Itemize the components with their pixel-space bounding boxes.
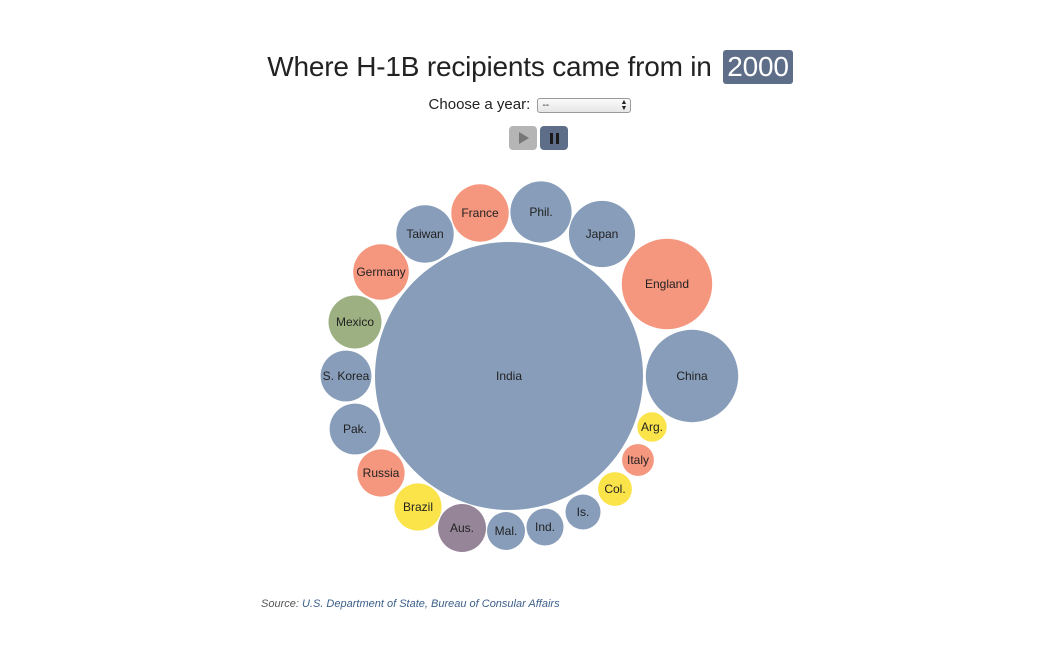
bubble-germany[interactable] [353,244,409,300]
bubble-label-ind: Ind. [535,520,555,534]
bubble-india[interactable] [375,242,643,510]
year-controls: Choose a year: -- ▲ ▼ [0,96,1060,113]
bubble-ind[interactable] [526,508,564,546]
bubble-mal[interactable] [487,512,525,550]
year-badge: 2000 [723,50,793,84]
year-select[interactable]: -- ▲ ▼ [537,97,632,113]
bubble-mexico[interactable] [328,295,382,349]
bubble-brazil[interactable] [394,483,442,531]
bubble-label-phil: Phil. [529,205,552,219]
pause-icon [549,132,559,144]
bubble-phil[interactable] [510,181,572,243]
bubble-italy[interactable] [622,444,654,476]
select-arrows-icon: ▲ ▼ [620,98,628,112]
bubble-label-mexico: Mexico [336,315,374,329]
bubble-s-korea[interactable] [320,350,372,402]
bubble-is[interactable] [565,494,601,530]
title-text: Where H-1B recipients came from in [267,51,712,82]
bubble-taiwan[interactable] [396,205,454,263]
bubble-label-pak: Pak. [343,422,367,436]
bubble-col[interactable] [598,472,632,506]
bubble-label-taiwan: Taiwan [406,227,443,241]
source-link[interactable]: U.S. Department of State, Bureau of Cons… [301,598,560,610]
chart-title: Where H-1B recipients came from in 2000 [0,50,1060,84]
bubble-arg[interactable] [637,412,667,442]
source-label: Source: [261,598,299,610]
bubble-england[interactable] [621,238,713,330]
bubble-label-india: India [496,369,522,383]
bubble-label-germany: Germany [356,265,405,279]
bubble-france[interactable] [451,184,509,242]
year-select-value: -- [542,99,550,111]
bubble-aus[interactable] [438,504,486,552]
bubble-label-japan: Japan [586,227,619,241]
bubble-china[interactable] [645,329,739,423]
bubble-japan[interactable] [568,200,636,268]
bubble-label-s-korea: S. Korea [323,369,370,383]
play-icon [519,132,529,144]
choose-year-label: Choose a year: [428,96,531,113]
bubble-label-italy: Italy [627,453,649,467]
play-button[interactable] [509,126,537,150]
bubble-label-aus: Aus. [450,521,474,535]
bubble-label-england: England [645,277,689,291]
bubble-label-china: China [676,369,708,383]
bubble-pak[interactable] [329,403,381,455]
pause-button[interactable] [540,126,568,150]
bubble-label-brazil: Brazil [403,500,433,514]
bubble-label-col: Col. [604,482,625,496]
bubble-label-mal: Mal. [495,524,518,538]
bubble-label-france: France [461,206,499,220]
source-note: Source: U.S. Department of State, Bureau… [261,598,560,610]
bubble-label-arg: Arg. [641,420,663,434]
bubble-label-is: Is. [577,505,590,519]
bubble-russia[interactable] [357,449,405,497]
bubble-label-russia: Russia [363,466,400,480]
